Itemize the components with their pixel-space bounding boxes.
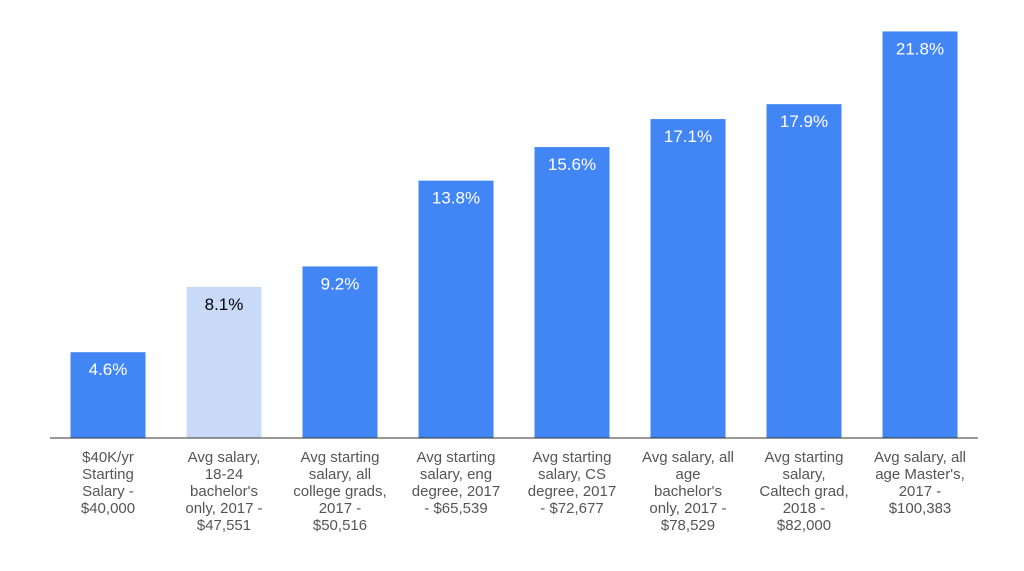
category-label-line: Avg salary, — [188, 449, 261, 466]
category-label-4: Avg starting salary, eng degree, 2017- $65… — [412, 449, 500, 517]
bar-value-label-1: 4.6% — [89, 360, 128, 379]
category-label-line: bachelor's — [190, 483, 258, 500]
value-labels-layer: 4.6% 8.1% 9.2% 13.8% 15.6% 17.1% 17.9% 21.8% — [89, 39, 944, 379]
category-label-line: Salary - — [82, 483, 134, 500]
category-label-line: Avg starting — [417, 449, 496, 466]
bar-7 — [766, 104, 842, 438]
category-label-line: Avg salary, all — [642, 449, 734, 466]
category-label-5: Avg starting salary, CS degree, 2017- $72,… — [528, 449, 616, 517]
category-label-line: $40K/yr — [82, 449, 134, 466]
category-label-8: Avg salary, all age Master's, 2017 -$100,3… — [874, 449, 966, 517]
category-label-line: salary, CS — [538, 466, 606, 483]
category-labels-layer: $40K/yr Starting Salary -$40,000 Avg salary… — [81, 449, 966, 534]
category-label-line: only, 2017 - — [185, 500, 262, 517]
category-label-line: 18-24 — [205, 466, 243, 483]
category-label-line: only, 2017 - — [649, 500, 726, 517]
bar-4 — [418, 180, 494, 438]
bar-value-label-4: 13.8% — [432, 189, 480, 208]
category-label-line: 2017 - — [319, 500, 362, 517]
category-label-line: $50,516 — [313, 517, 367, 534]
category-label-line: Avg starting — [765, 449, 844, 466]
category-label-line: $40,000 — [81, 500, 135, 517]
category-label-line: Avg starting — [301, 449, 380, 466]
category-label-line: college grads, — [293, 483, 386, 500]
bar-value-label-7: 17.9% — [780, 112, 828, 131]
category-label-line: $78,529 — [661, 517, 715, 534]
category-label-line: degree, 2017 — [412, 483, 500, 500]
category-label-line: 2017 - — [899, 483, 942, 500]
category-label-line: age — [675, 466, 700, 483]
category-label-2: Avg salary, 18-24 bachelor's only, 2017 -$4… — [185, 449, 262, 534]
bars-layer — [70, 31, 958, 439]
bar-2 — [186, 286, 262, 438]
category-label-line: salary, eng — [420, 466, 492, 483]
category-label-line: Avg starting — [533, 449, 612, 466]
category-label-line: - $72,677 — [540, 500, 603, 517]
category-label-line: $82,000 — [777, 517, 831, 534]
category-label-line: 2018 - — [783, 500, 826, 517]
bar-value-label-2: 8.1% — [205, 295, 244, 314]
category-label-line: $100,383 — [889, 500, 952, 517]
category-label-line: bachelor's — [654, 483, 722, 500]
category-label-line: Caltech grad, — [759, 483, 848, 500]
category-label-line: degree, 2017 — [528, 483, 616, 500]
bar-value-label-8: 21.8% — [896, 39, 944, 58]
bar-1 — [70, 352, 146, 438]
bar-6 — [650, 119, 726, 439]
category-label-line: - $65,539 — [424, 500, 487, 517]
category-label-line: Avg salary, all — [874, 449, 966, 466]
bar-value-label-5: 15.6% — [548, 155, 596, 174]
bar-5 — [534, 147, 610, 438]
category-label-line: salary, all — [309, 466, 371, 483]
bar-value-label-3: 9.2% — [321, 274, 360, 293]
category-label-1: $40K/yr Starting Salary -$40,000 — [81, 449, 135, 517]
category-label-7: Avg starting salary, Caltech grad, 2018 -$8… — [759, 449, 848, 534]
category-label-line: age Master's, — [875, 466, 965, 483]
category-label-6: Avg salary, all age bachelor's only, 2017 -… — [642, 449, 734, 534]
bar-8 — [882, 31, 958, 439]
category-label-line: $47,551 — [197, 517, 251, 534]
bar-3 — [302, 266, 378, 438]
category-label-line: salary, — [782, 466, 825, 483]
bar-value-label-6: 17.1% — [664, 127, 712, 146]
category-label-3: Avg starting salary, all college grads, 201… — [293, 449, 386, 534]
category-label-line: Starting — [82, 466, 134, 483]
